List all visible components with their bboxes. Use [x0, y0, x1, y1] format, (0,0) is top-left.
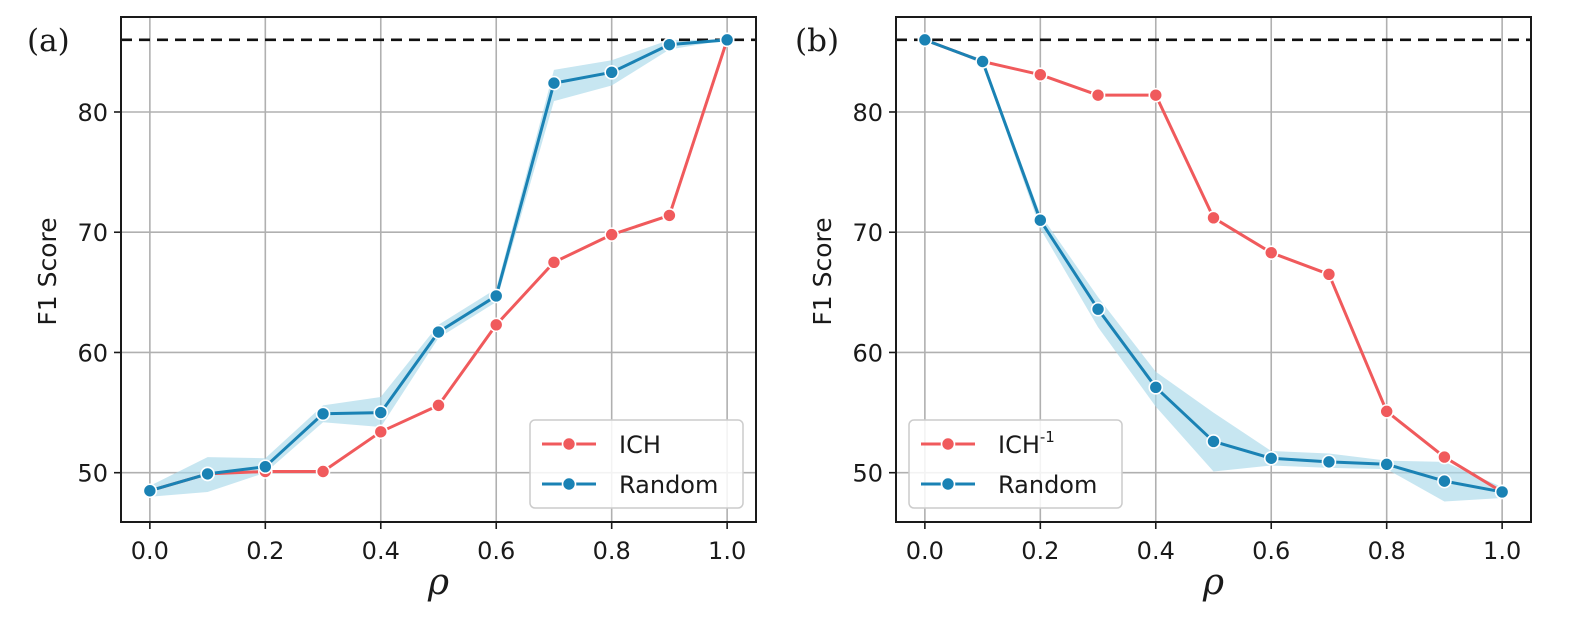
- random-data-point: [373, 405, 389, 420]
- x-axis-title: ρ: [427, 562, 449, 603]
- random-data-point: [200, 466, 215, 482]
- plot-frame: [895, 16, 1532, 523]
- legend-ich-marker: [561, 436, 577, 452]
- legend: ICH-1 Random: [908, 419, 1123, 509]
- x-tick-label: 0.6: [477, 537, 515, 565]
- ich-data-point: [315, 464, 331, 479]
- x-tick-label: 0.2: [246, 537, 284, 565]
- y-tick-label: 50: [77, 460, 108, 488]
- ich-data-point: [1090, 87, 1106, 103]
- ich-data-point: [1033, 67, 1048, 83]
- ich-data-point: [431, 398, 446, 413]
- y-tick-label: 80: [852, 99, 883, 127]
- legend-random-marker: [561, 476, 577, 492]
- ich-data-point: [488, 317, 504, 333]
- y-tick-label: 70: [77, 219, 108, 247]
- random-data-point: [604, 65, 619, 80]
- x-tick-label: 0.8: [593, 537, 631, 565]
- ich-data-point: [546, 254, 562, 270]
- legend-ich-label: ICH-1: [998, 428, 1055, 459]
- random-data-point: [1206, 434, 1221, 449]
- random-data-point: [488, 288, 504, 304]
- random-data-point: [662, 37, 677, 52]
- y-tick-label: 50: [852, 460, 883, 488]
- x-tick-label: 0.0: [131, 537, 169, 565]
- y-tick-label: 70: [852, 219, 883, 247]
- x-tick-label: 0.4: [1137, 537, 1175, 565]
- ich-data-point: [1437, 449, 1452, 465]
- random-data-point: [1148, 380, 1164, 395]
- random-data-point: [142, 483, 158, 499]
- legend: ICH Random: [529, 419, 744, 509]
- y-axis-title: F1 Score: [808, 217, 837, 325]
- x-tick-label: 0.0: [906, 537, 944, 565]
- ich-data-point: [373, 424, 389, 440]
- legend-box: [908, 419, 1123, 509]
- x-tick-label: 0.2: [1021, 537, 1059, 565]
- random-data-point: [546, 75, 562, 91]
- panel-label: (b): [795, 23, 839, 59]
- legend-ich-marker: [940, 436, 956, 452]
- legend-random-marker: [940, 476, 956, 492]
- random-data-point: [1090, 301, 1106, 317]
- random-data-point: [1321, 454, 1337, 470]
- legend-random-label: Random: [619, 471, 718, 499]
- legend-series-name: ICH: [998, 431, 1040, 459]
- ich-data-point: [604, 227, 619, 242]
- x-tick-label: 0.8: [1368, 537, 1406, 565]
- random-data-point: [431, 324, 446, 340]
- random-data-point: [917, 32, 933, 48]
- legend-random-label: Random: [998, 471, 1097, 499]
- random-data-point: [719, 32, 735, 48]
- random-data-point: [1494, 484, 1510, 500]
- legend-series-name: ICH: [619, 431, 661, 459]
- y-tick-label: 60: [852, 339, 883, 367]
- random-data-point: [258, 459, 273, 474]
- random-data-point: [1379, 456, 1394, 472]
- legend-ich-label: ICH: [619, 431, 661, 459]
- ich-data-point: [1321, 267, 1337, 282]
- legend-series-name: Random: [619, 471, 718, 499]
- random-data-point: [315, 406, 331, 422]
- x-tick-label: 1.0: [1483, 537, 1521, 565]
- panel-b: 0.0 0.2 0.4 0.6 0.8 1.0 50 60 70 80 ρ F1 Score (b) IC…: [795, 16, 1532, 603]
- ich-data-point: [662, 208, 677, 223]
- y-tick-label: 60: [77, 339, 108, 367]
- x-axis-title: ρ: [1202, 562, 1224, 603]
- panel-a: 0.0 0.2 0.4 0.6 0.8 1.0 50 60 70 80 ρ F1 Score (a) IC…: [27, 16, 757, 603]
- panel-label: (a): [27, 23, 70, 59]
- legend-box: [529, 419, 744, 509]
- ich-data-point: [1263, 245, 1279, 260]
- random-data-point: [975, 54, 990, 69]
- ich-data-point: [1206, 210, 1221, 226]
- random-data-point: [1263, 450, 1279, 466]
- random-data-point: [1437, 473, 1452, 489]
- legend-series-name: Random: [998, 471, 1097, 499]
- x-tick-label: 0.6: [1252, 537, 1290, 565]
- random-data-point: [1033, 212, 1048, 228]
- x-tick-label: 0.4: [362, 537, 400, 565]
- plot-frame: [120, 16, 757, 523]
- x-tick-label: 1.0: [708, 537, 746, 565]
- y-tick-label: 80: [77, 99, 108, 127]
- legend-series-superscript: -1: [1040, 428, 1055, 446]
- y-axis-title: F1 Score: [33, 217, 62, 325]
- ich-data-point: [1148, 87, 1164, 103]
- ich-data-point: [1379, 404, 1394, 419]
